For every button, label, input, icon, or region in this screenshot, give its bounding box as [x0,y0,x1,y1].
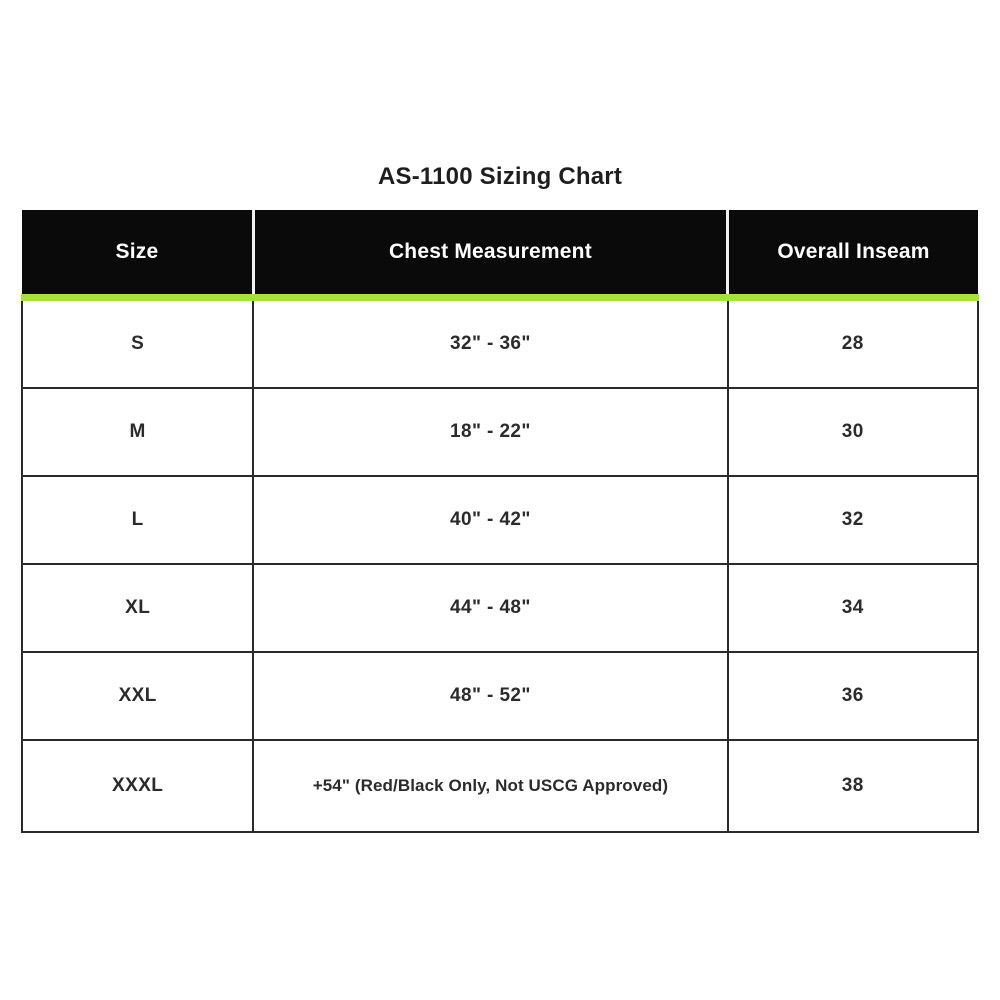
cell-chest-measurement: 44" - 48" [252,563,729,653]
cell-overall-inseam: 32 [726,475,980,565]
cell-overall-inseam: 34 [726,563,980,653]
table-row-s: S 32" - 36" 28 [20,296,980,389]
cell-overall-inseam: 30 [726,387,980,477]
cell-chest-measurement: 32" - 36" [252,296,729,389]
column-header-overall-inseam: Overall Inseam [726,210,978,301]
cell-overall-inseam: 38 [726,739,980,833]
cell-size: L [20,475,255,565]
cell-chest-measurement: 18" - 22" [252,387,729,477]
cell-chest-measurement: 40" - 42" [252,475,729,565]
table-header-row: Size Chest Measurement Overall Inseam [22,210,978,301]
cell-chest-measurement: 48" - 52" [252,651,729,741]
cell-size: M [20,387,255,477]
table-row-xxxl: XXXL +54" (Red/Black Only, Not USCG Appr… [20,739,980,833]
cell-size: S [20,296,255,389]
cell-size: XXXL [20,739,255,833]
page-title: AS-1100 Sizing Chart [377,163,623,190]
cell-size: XXL [20,651,255,741]
column-header-chest-measurement: Chest Measurement [251,210,728,301]
cell-overall-inseam: 36 [726,651,980,741]
cell-size: XL [20,563,255,653]
table-row-xxl: XXL 48" - 52" 36 [20,651,980,741]
table-row-l: L 40" - 42" 32 [20,475,980,565]
sizing-chart-table: Size Chest Measurement Overall Inseam S … [20,210,980,833]
cell-overall-inseam: 28 [726,296,980,389]
column-header-size: Size [22,210,254,301]
cell-chest-measurement: +54" (Red/Black Only, Not USCG Approved) [252,739,729,833]
table-row-xl: XL 44" - 48" 34 [20,563,980,653]
table-row-m: M 18" - 22" 30 [20,387,980,477]
